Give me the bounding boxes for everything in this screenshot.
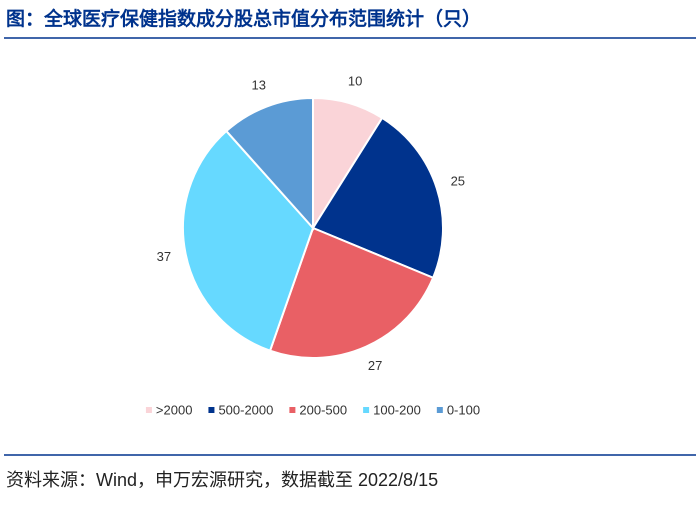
pie-slice (311, 116, 444, 280)
data-label: 10 (348, 73, 362, 88)
data-label: 37 (157, 249, 171, 264)
data-label: 13 (252, 77, 266, 92)
source-note: 资料来源：Wind，申万宏源研究，数据截至 2022/8/15 (6, 470, 438, 490)
legend-label: 0-100 (447, 402, 480, 417)
legend-swatch (289, 407, 296, 413)
pie-slice (268, 226, 435, 359)
data-label: 25 (451, 173, 465, 188)
legend-swatch (208, 407, 215, 413)
legend-label: 200-500 (299, 402, 347, 417)
legend-label: 500-2000 (218, 402, 273, 417)
data-label: 27 (368, 358, 382, 373)
legend-swatch (363, 407, 370, 413)
legend-label: 100-200 (373, 402, 421, 417)
pie-slice (224, 96, 314, 231)
pie-slice (182, 129, 315, 352)
legend-swatch (436, 407, 443, 413)
chart-title: 图：全球医疗保健指数成分股总市值分布范围统计（只） (6, 7, 481, 30)
legend-label: >2000 (156, 402, 193, 417)
legend-swatch (145, 407, 152, 413)
